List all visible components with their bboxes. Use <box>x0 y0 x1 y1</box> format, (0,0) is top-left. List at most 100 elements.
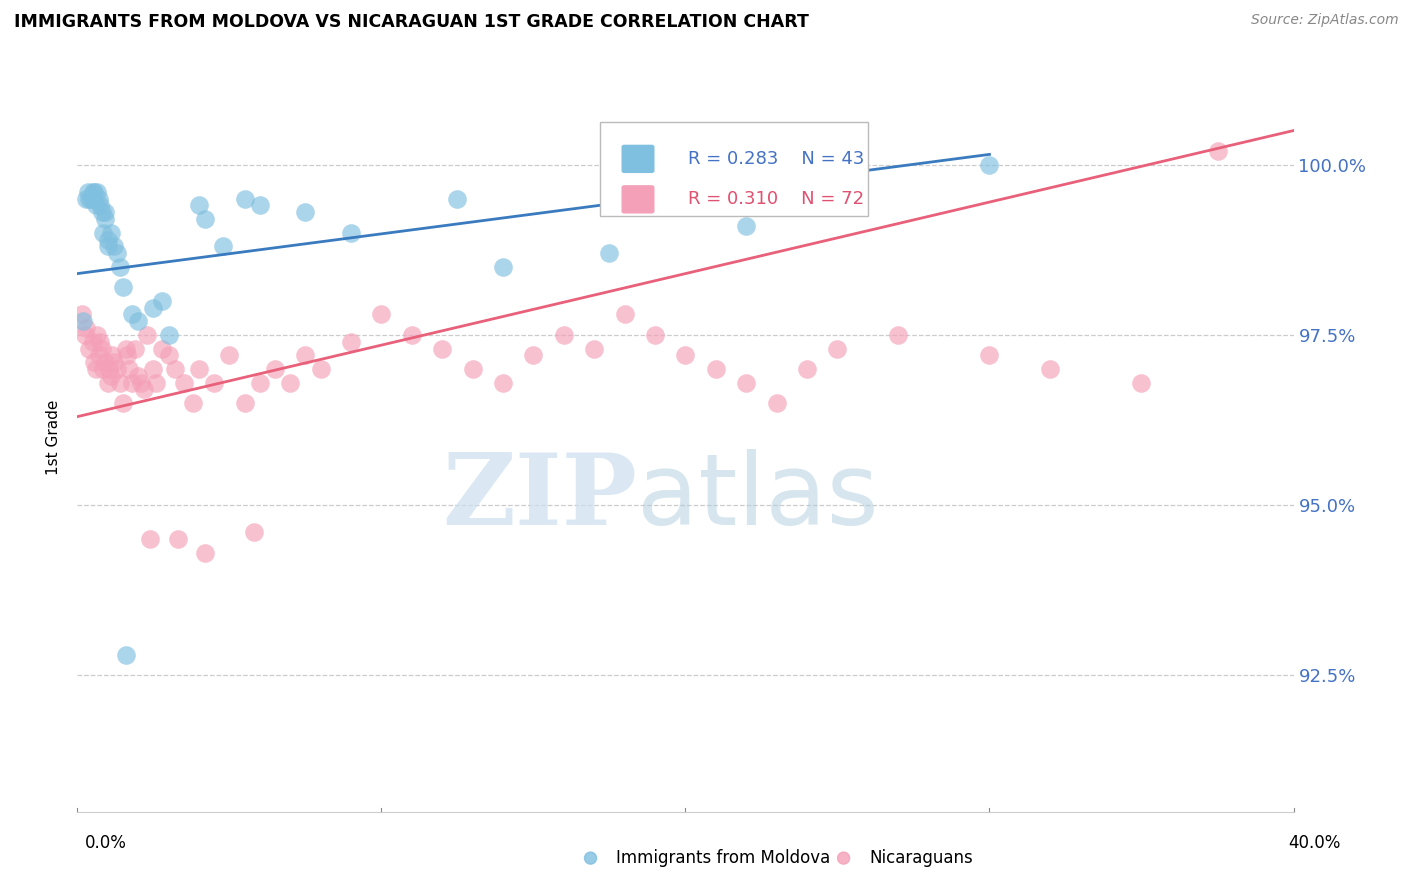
Point <box>90 205 112 219</box>
Point <box>91 226 114 240</box>
Point <box>127 368 149 383</box>
Point <box>249 198 271 212</box>
Point <box>93 212 115 227</box>
Point <box>89 198 111 212</box>
Point <box>77 185 100 199</box>
Text: R = 0.310    N = 72: R = 0.310 N = 72 <box>688 190 863 209</box>
Point <box>446 192 468 206</box>
Point <box>83 192 105 206</box>
Point <box>134 383 156 397</box>
Point <box>887 327 910 342</box>
Point <box>83 185 105 199</box>
Point <box>142 301 165 315</box>
Point <box>83 355 105 369</box>
Point <box>765 396 787 410</box>
Point <box>163 362 186 376</box>
Point <box>139 533 162 547</box>
Point <box>1039 362 1062 376</box>
Point <box>97 239 120 253</box>
Point <box>136 327 159 342</box>
Point <box>264 362 287 376</box>
Point <box>103 239 125 253</box>
Point <box>1130 376 1153 390</box>
Point <box>97 376 120 390</box>
Point <box>1206 144 1229 158</box>
Point <box>370 308 392 322</box>
Point <box>73 327 96 342</box>
Point <box>979 348 1001 362</box>
Point <box>84 198 107 212</box>
Text: Nicaraguans: Nicaraguans <box>869 849 973 867</box>
Text: atlas: atlas <box>637 449 879 546</box>
Point <box>79 342 101 356</box>
Point <box>127 314 149 328</box>
Text: Source: ZipAtlas.com: Source: ZipAtlas.com <box>1251 13 1399 28</box>
Point <box>841 192 863 206</box>
Point <box>80 192 103 206</box>
Point <box>202 376 225 390</box>
Text: R = 0.283    N = 43: R = 0.283 N = 43 <box>688 150 865 168</box>
Point <box>86 327 108 342</box>
Point <box>89 334 111 349</box>
Point <box>91 362 114 376</box>
Point <box>212 239 235 253</box>
Point <box>583 342 606 356</box>
Point <box>613 192 636 206</box>
Point <box>152 293 174 308</box>
Point <box>129 376 152 390</box>
Point <box>188 362 211 376</box>
Point <box>735 219 758 233</box>
Point <box>492 260 515 274</box>
Point <box>100 226 122 240</box>
FancyBboxPatch shape <box>623 145 654 172</box>
Point <box>103 355 125 369</box>
Text: Immigrants from Moldova: Immigrants from Moldova <box>616 849 830 867</box>
Text: ZIP: ZIP <box>441 449 637 546</box>
Point <box>492 376 515 390</box>
Point <box>108 376 131 390</box>
Point <box>87 192 110 206</box>
Point <box>157 348 180 362</box>
Point <box>75 321 97 335</box>
Point <box>87 348 110 362</box>
Point <box>101 348 124 362</box>
Point <box>173 376 195 390</box>
Point <box>117 348 139 362</box>
Point <box>735 376 758 390</box>
Point <box>157 327 180 342</box>
Point <box>249 376 271 390</box>
Point <box>84 362 107 376</box>
Point <box>108 260 131 274</box>
Point <box>979 158 1001 172</box>
Point <box>111 396 134 410</box>
Point <box>294 348 316 362</box>
Point <box>827 342 849 356</box>
Point <box>278 376 301 390</box>
Point <box>82 185 104 199</box>
Point <box>218 348 240 362</box>
Point <box>118 362 141 376</box>
Point <box>97 233 120 247</box>
Point <box>98 362 121 376</box>
Point <box>93 355 115 369</box>
Point <box>124 342 146 356</box>
Point <box>105 246 128 260</box>
Point <box>294 205 316 219</box>
FancyBboxPatch shape <box>600 122 868 216</box>
Point <box>309 362 332 376</box>
Point <box>401 327 423 342</box>
Point <box>145 376 167 390</box>
Point <box>242 525 264 540</box>
Point <box>644 327 666 342</box>
Point <box>233 396 256 410</box>
Point <box>70 308 93 322</box>
Text: 40.0%: 40.0% <box>1288 834 1341 852</box>
Point <box>121 308 143 322</box>
Point <box>79 192 101 206</box>
Point <box>166 533 188 547</box>
Point <box>188 198 211 212</box>
Point <box>194 546 217 560</box>
Point <box>90 342 112 356</box>
Point <box>115 648 138 662</box>
Point <box>115 342 138 356</box>
